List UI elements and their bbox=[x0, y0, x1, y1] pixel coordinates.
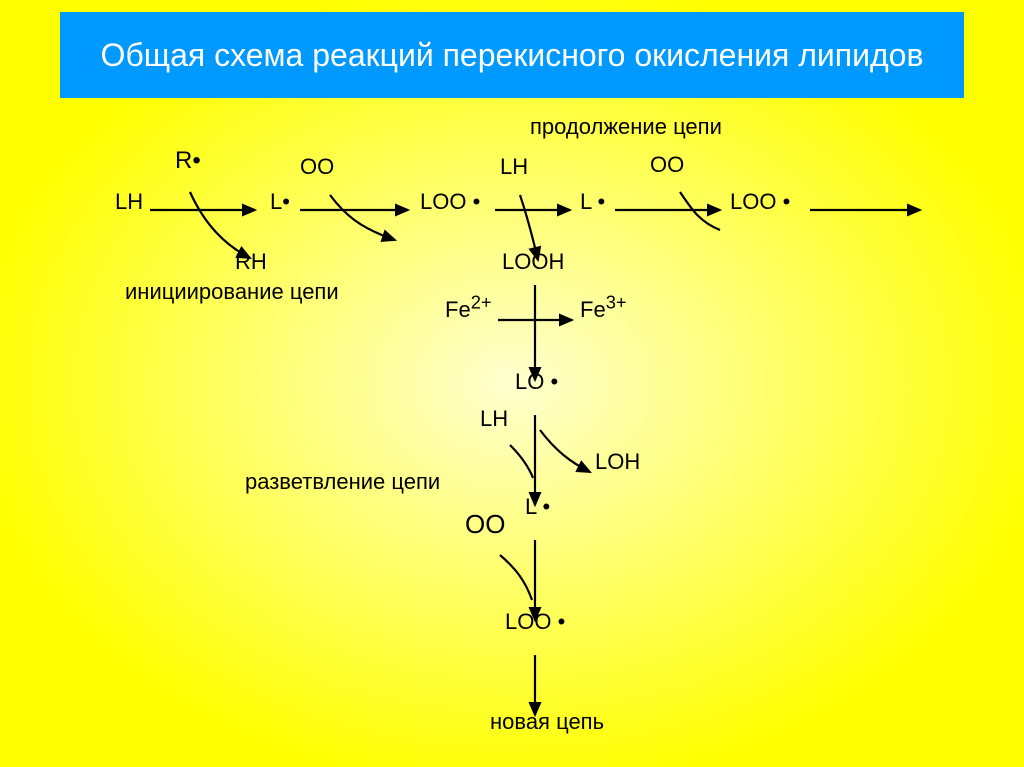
label-LOO_1: LOO • bbox=[420, 189, 480, 215]
curve-oo-into-l1 bbox=[330, 195, 395, 240]
label-LH_top: LH bbox=[500, 154, 528, 180]
label-init_chain: инициирование цепи bbox=[125, 279, 339, 305]
label-LOH: LOH bbox=[595, 449, 640, 475]
title-text: Общая схема реакций перекисного окислени… bbox=[101, 37, 924, 74]
label-LH_mid: LH bbox=[480, 406, 508, 432]
curve-lh-mid-in bbox=[510, 445, 533, 478]
label-LOOH: LOOH bbox=[502, 249, 564, 275]
label-L_rad_3: L • bbox=[525, 494, 550, 520]
label-L_rad_1: L• bbox=[270, 189, 290, 215]
curve-lo-to-loh bbox=[540, 430, 590, 472]
label-LOO_3: LOO • bbox=[505, 609, 565, 635]
label-LO_rad: LO • bbox=[515, 369, 558, 395]
curve-oo3-into-l3 bbox=[500, 555, 532, 600]
curve-oo2-into-l2 bbox=[680, 192, 720, 230]
reaction-diagram bbox=[0, 0, 1024, 767]
slide-root: Общая схема реакций перекисного окислени… bbox=[0, 0, 1024, 767]
label-L_rad_2: L • bbox=[580, 189, 605, 215]
label-branch_chain: разветвление цепи bbox=[245, 469, 440, 495]
label-Fe2: Fe2+ bbox=[445, 292, 492, 323]
label-new_chain: новая цепь bbox=[490, 709, 604, 735]
label-Fe3: Fe3+ bbox=[580, 292, 627, 323]
label-R_rad: R• bbox=[175, 147, 201, 175]
label-OO_1: OO bbox=[300, 154, 334, 180]
label-RH: RH bbox=[235, 249, 267, 275]
label-OO_3: OO bbox=[465, 509, 505, 540]
label-OO_2: OO bbox=[650, 152, 684, 178]
label-LOO_2: LOO • bbox=[730, 189, 790, 215]
label-LH_left: LH bbox=[115, 189, 143, 215]
label-cont_chain: продолжение цепи bbox=[530, 114, 722, 140]
title-bar: Общая схема реакций перекисного окислени… bbox=[60, 12, 964, 98]
